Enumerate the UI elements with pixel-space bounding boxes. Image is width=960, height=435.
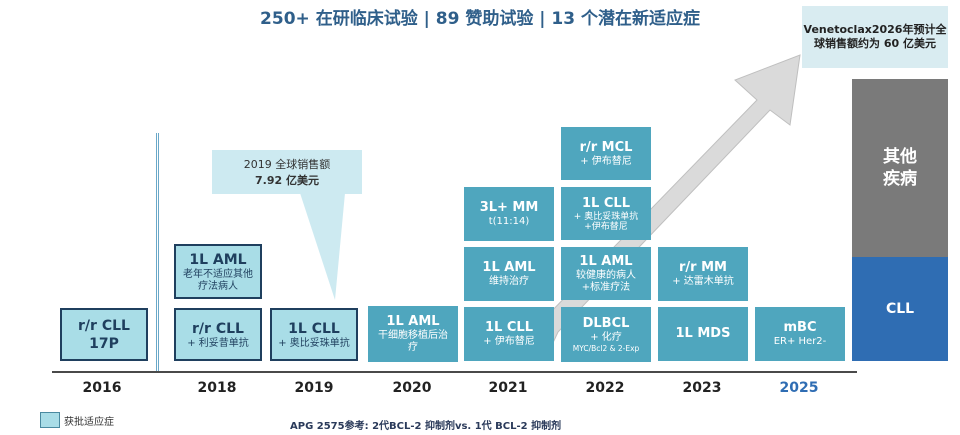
indication-sub: 干细胞移植后治疗 (378, 330, 448, 353)
year-label: 2021 (488, 380, 528, 396)
indication-box: 1L CLL + 奥比妥珠单抗 (270, 308, 358, 361)
indication-box: 1L CLL + 伊布替尼 (464, 307, 554, 361)
indication-sub: + 奥比妥珠单抗 +伊布替尼 (573, 211, 639, 232)
indication-sub: t(11:14) (488, 216, 530, 227)
indication-title: 1L CLL (288, 320, 340, 337)
indication-box: r/r MCL + 伊布替尼 (561, 127, 651, 180)
year-label: 2023 (682, 380, 722, 396)
indication-box: 1L AML 较健康的病人 +标准疗法 (561, 247, 651, 300)
cll-label: CLL (885, 301, 915, 317)
footnote: APG 2575参考: 2代BCL-2 抑制剂vs. 1代 BCL-2 抑制剂 (290, 421, 562, 432)
indication-sub: + 达雷木单抗 (672, 276, 734, 287)
indication-sub: 17P (89, 335, 119, 352)
indication-sub2: MYC/Bcl2 & 2-Exp (572, 343, 640, 353)
legend-label: 获批适应症 (64, 417, 114, 428)
year-label: 2019 (294, 380, 334, 396)
indication-box: 1L AML 干细胞移植后治疗 (368, 306, 458, 362)
timeline-axis (52, 371, 857, 373)
indication-box: DLBCL + 化疗 MYC/Bcl2 & 2-Exp (561, 307, 651, 362)
year-label: 2016 (82, 380, 122, 396)
indication-box: 1L AML 老年不适应其他疗法病人 (174, 244, 262, 299)
year-label: 2022 (585, 380, 625, 396)
callout-label: 2019 全球销售额 (243, 158, 331, 171)
legend-swatch (40, 412, 60, 428)
indication-title: r/r MM (679, 260, 727, 275)
indication-box: 1L MDS (658, 307, 748, 361)
indication-title: mBC (783, 320, 817, 335)
page-title: 250+ 在研临床试验 | 89 赞助试验 | 13 个潜在新适应症 (260, 9, 700, 29)
other-diseases-bar: 其他 疾病 (852, 79, 948, 257)
indication-title: 1L AML (579, 253, 633, 269)
indication-title: 1L AML (386, 314, 440, 329)
sales-2026-callout: Venetoclax2026年预计全球销售额约为 60 亿美元 (802, 6, 948, 68)
indication-box: 3L+ MM t(11:14) (464, 187, 554, 241)
indication-title: DLBCL (582, 315, 630, 331)
year-label: 2020 (392, 380, 432, 396)
indication-title: r/r MCL (579, 139, 633, 155)
year-label: 2025 (779, 380, 819, 396)
indication-sub: + 化疗 (590, 331, 622, 343)
indication-title: 1L AML (482, 260, 536, 275)
indication-title: r/r CLL (78, 317, 130, 334)
indication-sub: 老年不适应其他疗法病人 (183, 268, 253, 292)
sales-2019-callout: 2019 全球销售额 7.92 亿美元 (212, 150, 362, 194)
indication-sub: + 伊布替尼 (580, 155, 632, 167)
indication-sub: + 伊布替尼 (483, 336, 535, 347)
indication-title: 1L CLL (582, 195, 630, 211)
indication-box: 1L AML 维持治疗 (464, 247, 554, 301)
callout-value: 7.92 亿美元 (255, 174, 319, 187)
indication-title: r/r CLL (192, 320, 244, 337)
indication-title: 3L+ MM (479, 200, 539, 215)
cll-bar: CLL (852, 257, 948, 361)
indication-sub: + 利妥昔单抗 (187, 337, 249, 349)
indication-box: 1L CLL + 奥比妥珠单抗 +伊布替尼 (561, 187, 651, 240)
year-label: 2018 (197, 380, 237, 396)
indication-sub: 较健康的病人 +标准疗法 (576, 269, 636, 293)
indication-title: 1L MDS (675, 326, 731, 341)
indication-title: 1L CLL (485, 320, 533, 335)
era-divider (156, 133, 159, 371)
indication-sub: + 奥比妥珠单抗 (278, 337, 350, 349)
indication-box: mBC ER+ Her2- (755, 307, 845, 361)
indication-box: r/r CLL + 利妥昔单抗 (174, 308, 262, 361)
other-diseases-label: 其他 疾病 (883, 147, 917, 189)
indication-sub: 维持治疗 (489, 276, 529, 287)
indication-sub: ER+ Her2- (773, 336, 827, 347)
indication-box: r/r CLL 17P (60, 308, 148, 361)
indication-title: 1L AML (189, 251, 247, 268)
indication-box: r/r MM + 达雷木单抗 (658, 247, 748, 301)
